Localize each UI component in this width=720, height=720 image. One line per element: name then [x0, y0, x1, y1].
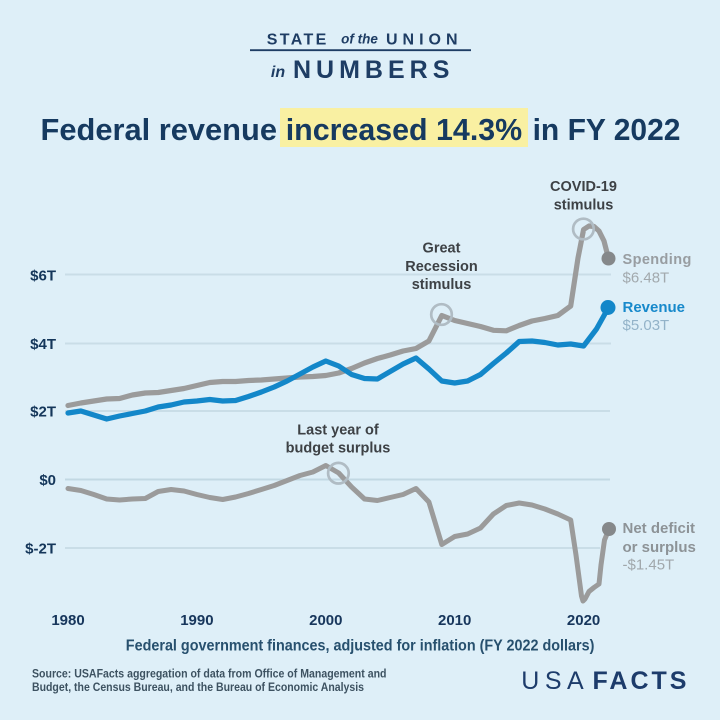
svg-text:1990: 1990: [180, 612, 213, 629]
svg-text:-$1.45T: -$1.45T: [623, 557, 675, 574]
svg-text:$-2T: $-2T: [25, 541, 56, 558]
svg-text:$6T: $6T: [30, 267, 56, 284]
svg-text:UNION: UNION: [386, 32, 463, 49]
svg-text:COVID-19: COVID-19: [550, 179, 617, 195]
svg-text:FACTS: FACTS: [593, 667, 690, 695]
svg-text:Net deficit: Net deficit: [623, 520, 696, 537]
svg-text:Recession: Recession: [405, 259, 478, 275]
svg-text:of the: of the: [341, 32, 378, 47]
svg-text:2020: 2020: [567, 612, 600, 629]
svg-text:in FY 2022: in FY 2022: [533, 113, 681, 147]
svg-text:stimulus: stimulus: [412, 277, 472, 293]
svg-text:USA: USA: [521, 667, 589, 695]
svg-text:STATE: STATE: [267, 32, 329, 49]
svg-text:Budget, the Census Bureau, and: Budget, the Census Bureau, and the Burea…: [32, 682, 364, 694]
svg-text:or surplus: or surplus: [623, 539, 696, 556]
svg-text:$4T: $4T: [30, 336, 56, 353]
svg-text:2010: 2010: [438, 612, 471, 629]
svg-text:2000: 2000: [309, 612, 342, 629]
svg-text:1980: 1980: [51, 612, 84, 629]
svg-text:$5.03T: $5.03T: [623, 317, 670, 334]
svg-text:Revenue: Revenue: [623, 299, 686, 316]
svg-text:$2T: $2T: [30, 404, 56, 421]
svg-text:in: in: [271, 64, 285, 81]
svg-text:increased 14.3%: increased 14.3%: [286, 113, 523, 147]
svg-text:NUMBERS: NUMBERS: [293, 56, 454, 84]
svg-text:budget surplus: budget surplus: [286, 441, 391, 457]
svg-text:Last year of: Last year of: [297, 423, 379, 439]
svg-text:$0: $0: [39, 472, 56, 489]
svg-text:$6.48T: $6.48T: [623, 270, 670, 287]
svg-text:Federal revenue: Federal revenue: [41, 113, 278, 147]
svg-text:Federal government finances, a: Federal government finances, adjusted fo…: [126, 638, 595, 655]
svg-text:Great: Great: [423, 241, 461, 257]
svg-text:Spending: Spending: [623, 252, 692, 268]
svg-text:stimulus: stimulus: [554, 198, 614, 214]
svg-text:Source: USAFacts aggregation o: Source: USAFacts aggregation of data fro…: [32, 668, 387, 680]
